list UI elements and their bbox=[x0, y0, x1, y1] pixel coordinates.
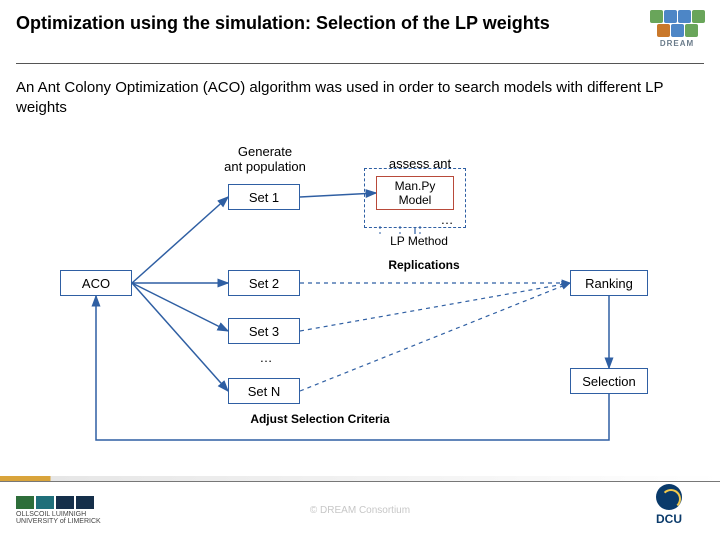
node-ranking: Ranking bbox=[570, 270, 648, 296]
label-replications: Replications bbox=[374, 258, 474, 272]
node-set3: Set 3 bbox=[228, 318, 300, 344]
title-rule bbox=[16, 63, 704, 64]
dream-label: DREAM bbox=[648, 39, 706, 48]
dream-logo: DREAM bbox=[648, 10, 706, 48]
hex-icon bbox=[678, 10, 691, 23]
copyright: © DREAM Consortium bbox=[0, 505, 720, 516]
node-set2: Set 2 bbox=[228, 270, 300, 296]
label-lp-method: LP Method bbox=[374, 234, 464, 248]
hex-icon bbox=[685, 24, 698, 37]
page-title: Optimization using the simulation: Selec… bbox=[16, 12, 576, 35]
node-setn: Set N bbox=[228, 378, 300, 404]
flow-diagram: Generate ant population assess ant … LP … bbox=[0, 140, 720, 470]
node-manpy: Man.Py Model bbox=[376, 176, 454, 210]
node-set1: Set 1 bbox=[228, 184, 300, 210]
node-aco: ACO bbox=[60, 270, 132, 296]
title-text: Optimization using the simulation: Selec… bbox=[16, 12, 576, 35]
hex-icon bbox=[671, 24, 684, 37]
hex-icon bbox=[657, 24, 670, 37]
node-select: Selection bbox=[570, 368, 648, 394]
hex-icon bbox=[650, 10, 663, 23]
subtitle: An Ant Colony Optimization (ACO) algorit… bbox=[16, 78, 704, 119]
hex-icon bbox=[664, 10, 677, 23]
hex-icon bbox=[692, 10, 705, 23]
label-generate: Generate ant population bbox=[200, 144, 330, 174]
label-ellipsis-sets: … bbox=[254, 350, 278, 365]
footer-rule bbox=[0, 476, 720, 482]
label-adjust: Adjust Selection Criteria bbox=[220, 412, 420, 426]
